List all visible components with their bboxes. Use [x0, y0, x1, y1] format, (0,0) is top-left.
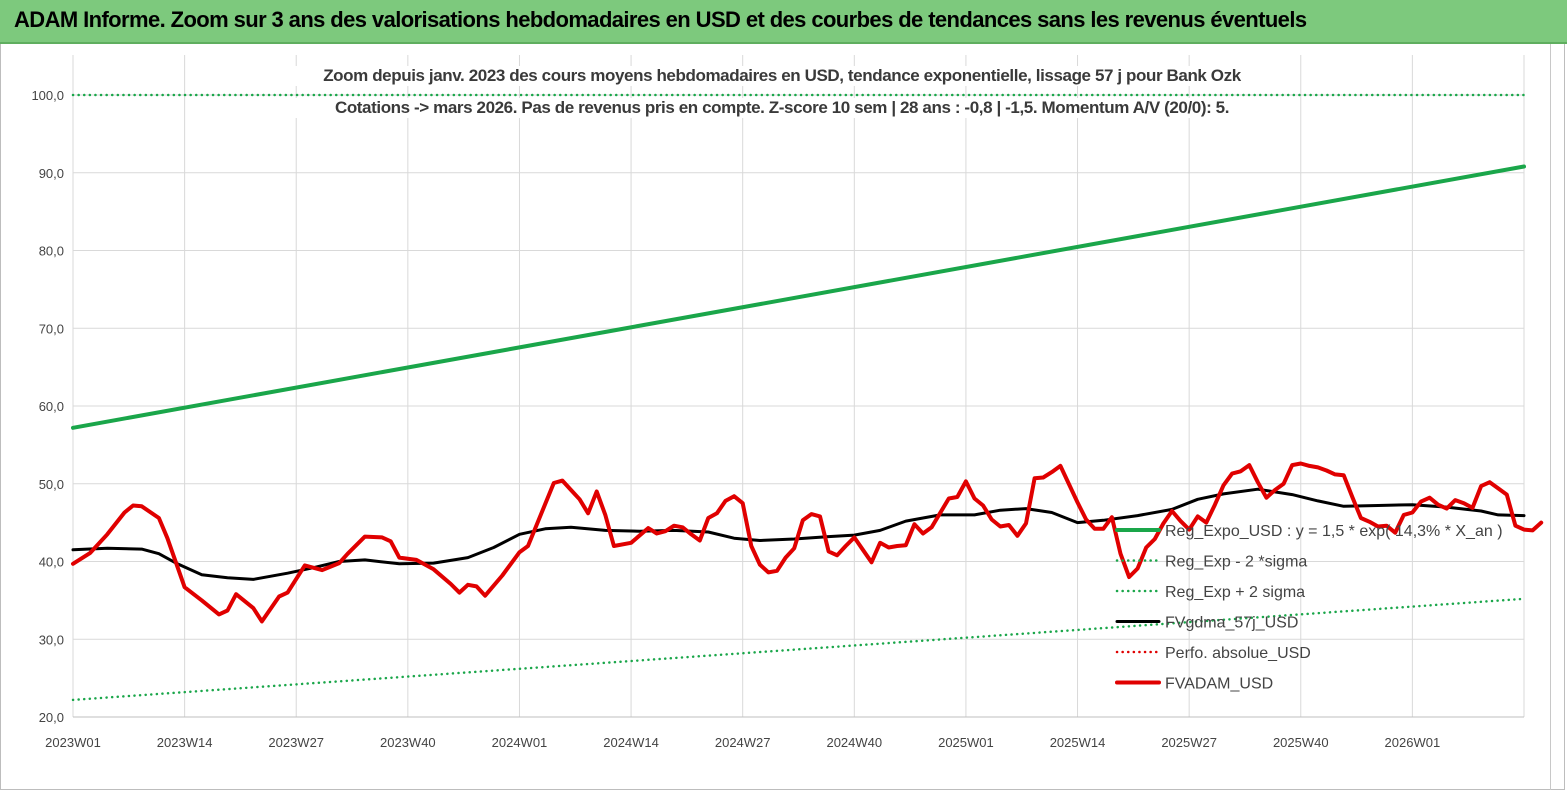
- chart-subtitle: Cotations -> mars 2026. Pas de revenus p…: [282, 98, 1282, 118]
- y-tick-label: 30,0: [39, 632, 64, 647]
- chart-title: Zoom depuis janv. 2023 des cours moyens …: [282, 66, 1282, 86]
- series-line-5: [71, 461, 1544, 624]
- chart-series: [71, 93, 1544, 702]
- x-tick-label: 2025W01: [938, 735, 994, 750]
- legend-entry-label: FVADAM_USD: [1165, 676, 1273, 693]
- x-tick-label: 2026W01: [1385, 735, 1441, 750]
- x-tick-label: 2023W27: [268, 735, 324, 750]
- x-tick-label: 2024W01: [492, 735, 548, 750]
- chart-legend: Reg_Expo_USD : y = 1,5 * exp( 14,3% * X_…: [1115, 523, 1503, 693]
- y-tick-label: 60,0: [39, 399, 64, 414]
- x-tick-label: 2025W40: [1273, 735, 1329, 750]
- report-title: ADAM Informe. Zoom sur 3 ans des valoris…: [14, 7, 1307, 32]
- series-line-3: [71, 487, 1526, 581]
- x-tick-label: 2024W27: [715, 735, 771, 750]
- y-tick-label: 90,0: [39, 166, 64, 181]
- x-tick-label: 2025W27: [1161, 735, 1217, 750]
- y-tick-label: 70,0: [39, 321, 64, 336]
- legend-entry-label: Reg_Exp + 2 sigma: [1165, 584, 1305, 601]
- legend-entry-label: Reg_Expo_USD : y = 1,5 * exp( 14,3% * X_…: [1165, 523, 1503, 540]
- x-tick-label: 2024W14: [603, 735, 659, 750]
- x-tick-label: 2023W14: [157, 735, 213, 750]
- legend-entry-label: FVgdma_57j_USD: [1165, 615, 1298, 632]
- x-axis-tick-labels: 2023W01 2023W14 2023W27 2023W40 2024W01 2024W…: [45, 735, 1440, 750]
- y-tick-label: 50,0: [39, 477, 64, 492]
- y-tick-label: 100,0: [31, 88, 64, 103]
- series-line-0: [71, 164, 1526, 430]
- legend-entry-label: Perfo. absolue_USD: [1165, 645, 1311, 662]
- right-border-bar: [1550, 44, 1566, 790]
- y-tick-label: 80,0: [39, 244, 64, 259]
- y-tick-label: 40,0: [39, 555, 64, 570]
- chart-gridlines: [72, 55, 1525, 718]
- y-axis-tick-labels: 100,0 90,0 80,0 70,0 60,0 50,0 40,0 30,0 20,0: [31, 88, 64, 725]
- report-banner: ADAM Informe. Zoom sur 3 ans des valoris…: [0, 0, 1567, 44]
- x-tick-label: 2023W40: [380, 735, 436, 750]
- legend-entry-label: Reg_Exp - 2 *sigma: [1165, 554, 1307, 571]
- series-line-1: [71, 597, 1526, 702]
- x-tick-label: 2025W14: [1050, 735, 1106, 750]
- x-tick-label: 2024W40: [826, 735, 882, 750]
- x-tick-label: 2023W01: [45, 735, 101, 750]
- y-tick-label: 20,0: [39, 710, 64, 725]
